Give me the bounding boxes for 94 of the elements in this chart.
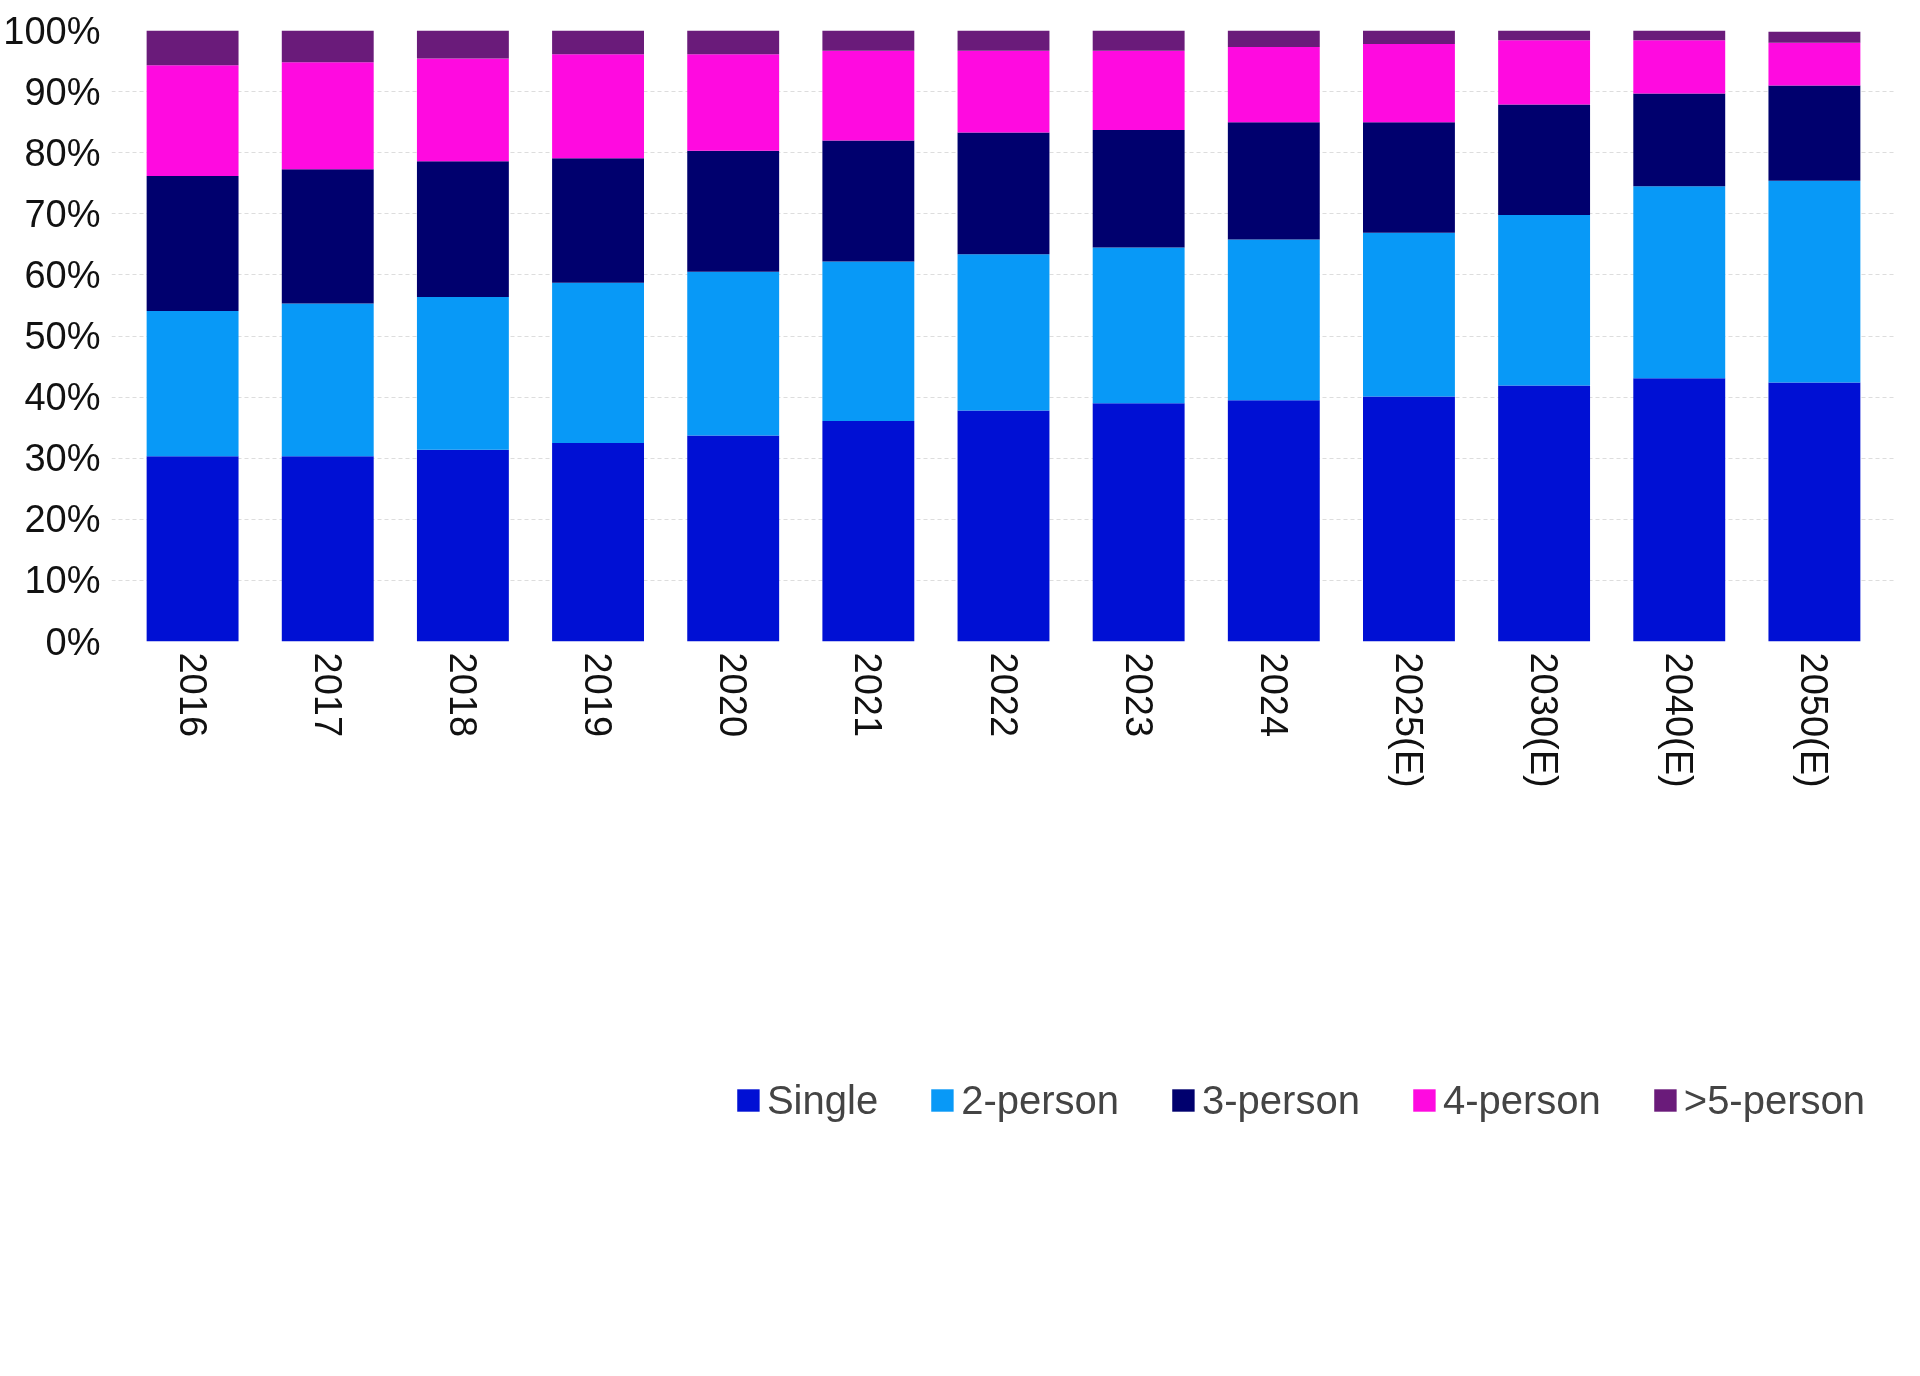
bar (687, 54, 780, 151)
bar (822, 140, 915, 262)
bar (416, 58, 509, 162)
y-tick-label: 10% (24, 559, 101, 602)
bar (1092, 403, 1185, 642)
bar (416, 296, 509, 450)
bar (1768, 42, 1861, 86)
bar (1633, 93, 1726, 187)
legend-label: Single (766, 1077, 879, 1123)
bar (146, 310, 239, 457)
bar (146, 30, 239, 66)
bar (1768, 180, 1861, 383)
y-tick-label: 50% (24, 315, 101, 357)
bar (552, 54, 644, 159)
bar (687, 30, 780, 55)
bar (1227, 122, 1320, 240)
bar (1227, 239, 1320, 401)
bar (1498, 40, 1591, 105)
x-tick-label: 2016 (171, 652, 214, 738)
bar (1768, 382, 1861, 642)
x-tick-label: 2030(E) (1523, 652, 1566, 788)
bar (1227, 400, 1320, 642)
y-tick-label: 20% (24, 498, 101, 541)
bar (1768, 31, 1861, 43)
bar (1633, 30, 1726, 41)
bar (957, 30, 1050, 51)
bar (146, 175, 239, 311)
bar (1092, 30, 1185, 51)
x-tick-label: 2024 (1252, 652, 1295, 738)
bar (957, 50, 1050, 133)
bar (146, 456, 239, 642)
x-tick-label: 2021 (847, 652, 890, 738)
legend-label: 2-person (961, 1077, 1120, 1123)
bar (552, 158, 644, 283)
y-tick-label: 0% (45, 620, 101, 663)
bar (416, 449, 509, 642)
x-tick-label: 2040(E) (1658, 652, 1701, 788)
bar (1092, 130, 1185, 248)
legend-label: 3-person (1202, 1077, 1360, 1123)
bar (822, 30, 915, 51)
bar (1363, 43, 1455, 123)
x-tick-label: 2022 (982, 652, 1025, 738)
bar (1498, 215, 1591, 386)
y-tick-label: 70% (24, 192, 101, 235)
bar (416, 161, 509, 297)
bar (1768, 85, 1861, 181)
legend-label: >5-person (1683, 1077, 1865, 1123)
bar (822, 50, 915, 141)
bar (281, 62, 374, 170)
bar (957, 132, 1050, 255)
x-tick-label: 2023 (1117, 652, 1160, 738)
y-tick-label: 80% (24, 131, 101, 174)
x-tick-label: 2020 (712, 652, 755, 738)
bar (281, 303, 374, 457)
bar (552, 282, 644, 443)
bar (281, 30, 374, 63)
bar (822, 420, 915, 642)
y-tick-label: 30% (24, 437, 101, 480)
legend-label: 4-person (1442, 1077, 1601, 1123)
bar (1498, 104, 1591, 216)
bar (1227, 47, 1320, 123)
bar (957, 410, 1050, 642)
bar (1227, 30, 1320, 47)
bar (416, 30, 509, 59)
bar (146, 65, 239, 176)
bar (1363, 30, 1455, 44)
bar (687, 150, 780, 272)
bar (822, 261, 915, 421)
x-tick-label: 2018 (441, 652, 484, 738)
bar (281, 456, 374, 642)
bar (1498, 385, 1591, 642)
bar (1092, 50, 1185, 131)
x-tick-label: 2025(E) (1387, 652, 1430, 788)
bar (957, 254, 1050, 411)
bar (1363, 396, 1455, 642)
bar (552, 442, 644, 642)
bar (1498, 30, 1591, 41)
bar (1633, 40, 1726, 94)
x-tick-label: 2050(E) (1793, 652, 1836, 788)
bar (687, 435, 780, 642)
x-tick-label: 2017 (306, 652, 349, 738)
bar (281, 169, 374, 304)
y-tick-label: 90% (24, 70, 101, 113)
bar (1633, 186, 1726, 379)
bar (687, 271, 780, 436)
bar (552, 30, 644, 55)
y-tick-label: 100% (3, 9, 101, 52)
bar (1363, 232, 1455, 397)
y-tick-label: 40% (24, 376, 101, 419)
bar (1633, 378, 1726, 642)
x-tick-label: 2019 (577, 652, 620, 738)
y-tick-label: 60% (24, 253, 101, 296)
bar (1092, 247, 1185, 404)
bar (1363, 122, 1455, 233)
